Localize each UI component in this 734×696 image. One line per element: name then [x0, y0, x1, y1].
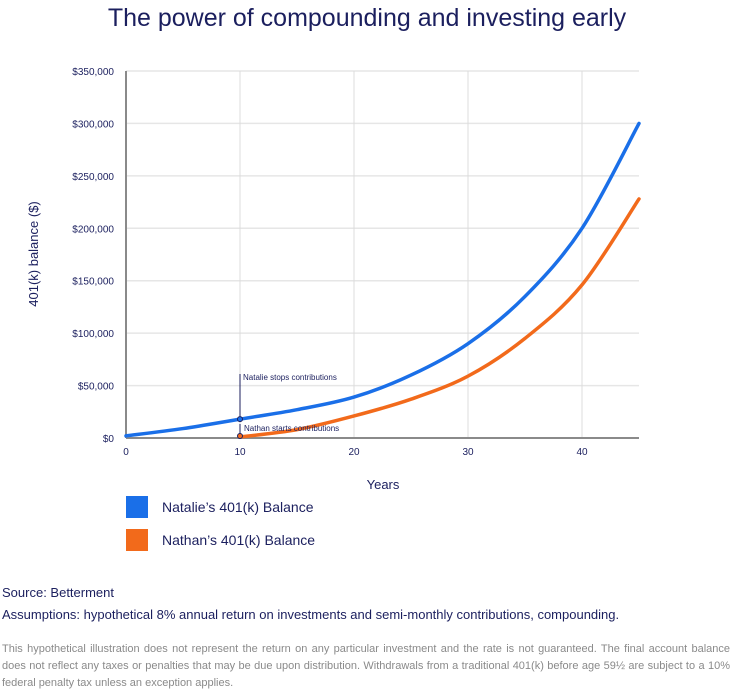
series-line-nathan	[238, 197, 641, 439]
y-tick-label: $100,000	[72, 329, 114, 340]
annotation-marker-nathan	[237, 432, 243, 439]
chart-title: The power of compounding and investing e…	[107, 4, 627, 32]
legend-swatch-natalie	[126, 496, 148, 518]
y-tick-label: $250,000	[72, 172, 114, 183]
annotation-natalie: Natalie stops contributions	[243, 373, 337, 382]
disclaimer-text: This hypothetical illustration does not …	[2, 643, 730, 689]
y-tick-label: $150,000	[72, 277, 114, 288]
legend-item-natalie: Natalie’s 401(k) Balance	[126, 496, 314, 518]
x-axis-label: Years	[367, 477, 400, 492]
y-tick-label: $300,000	[72, 119, 114, 130]
legend-label-natalie: Natalie’s 401(k) Balance	[162, 499, 314, 515]
series-line-natalie	[124, 121, 641, 438]
line-chart: $0 $50,000 $100,000 $150,000 $200,000 $250,00…	[26, 67, 641, 492]
annotation-marker-natalie	[237, 416, 243, 423]
y-tick-label: $50,000	[78, 382, 115, 393]
legend-swatch-nathan	[126, 529, 148, 551]
annotation-nathan: Nathan starts contributions	[244, 424, 339, 433]
y-tick-label: $0	[103, 434, 115, 445]
x-tick-label: 0	[123, 447, 129, 458]
x-tick-label: 40	[576, 447, 588, 458]
x-tick-label: 20	[348, 447, 360, 458]
source-text: Source: Betterment	[2, 585, 114, 600]
x-tick-label: 30	[462, 447, 474, 458]
y-tick-label: $200,000	[72, 224, 114, 235]
assumptions-text: Assumptions: hypothetical 8% annual retu…	[2, 607, 620, 622]
y-axis-label: 401(k) balance ($)	[26, 201, 41, 307]
y-tick-label: $350,000	[72, 67, 114, 78]
x-tick-label: 10	[234, 447, 246, 458]
legend-item-nathan: Nathan’s 401(k) Balance	[126, 529, 315, 551]
legend-label-nathan: Nathan’s 401(k) Balance	[162, 532, 316, 548]
